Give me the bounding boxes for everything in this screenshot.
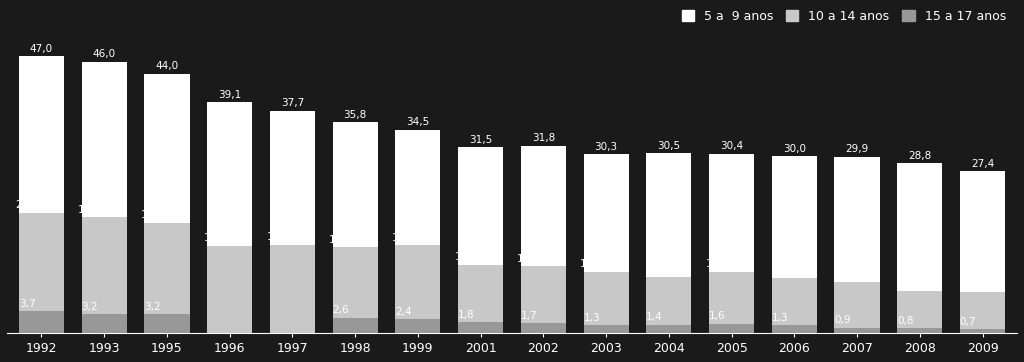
Text: 7,2: 7,2 xyxy=(897,278,913,288)
Bar xyxy=(835,328,880,333)
Bar xyxy=(897,163,942,333)
Text: 14,8: 14,8 xyxy=(204,233,227,243)
Text: 15,0: 15,0 xyxy=(266,232,290,242)
Text: 0,9: 0,9 xyxy=(835,315,851,325)
Bar xyxy=(395,319,440,333)
Text: 2,4: 2,4 xyxy=(395,307,412,316)
Bar xyxy=(82,218,127,333)
Text: 35,8: 35,8 xyxy=(343,110,367,119)
Text: 19,6: 19,6 xyxy=(78,205,101,215)
Text: 8,6: 8,6 xyxy=(835,270,851,280)
Text: 1,8: 1,8 xyxy=(458,310,474,320)
Bar xyxy=(959,172,1006,333)
Bar xyxy=(897,291,942,333)
Text: 10,4: 10,4 xyxy=(706,259,729,269)
Bar xyxy=(709,324,754,333)
Text: 47,0: 47,0 xyxy=(30,43,53,54)
Bar xyxy=(18,311,65,333)
Legend: 5 a  9 anos, 10 a 14 anos, 15 a 17 anos: 5 a 9 anos, 10 a 14 anos, 15 a 17 anos xyxy=(677,5,1011,28)
Text: 1,6: 1,6 xyxy=(709,311,725,321)
Text: 30,4: 30,4 xyxy=(720,142,743,151)
Text: 14,6: 14,6 xyxy=(329,235,352,245)
Text: 1,4: 1,4 xyxy=(646,312,663,323)
Bar xyxy=(772,156,817,333)
Text: 28,8: 28,8 xyxy=(908,151,932,161)
Bar xyxy=(897,328,942,333)
Bar xyxy=(270,245,315,333)
Bar xyxy=(207,102,252,333)
Bar xyxy=(584,154,629,333)
Text: 46,0: 46,0 xyxy=(92,50,116,59)
Bar xyxy=(144,223,189,333)
Bar xyxy=(333,247,378,333)
Bar xyxy=(646,277,691,333)
Bar xyxy=(207,246,252,333)
Bar xyxy=(835,282,880,333)
Bar xyxy=(646,153,691,333)
Text: 11,6: 11,6 xyxy=(455,252,478,262)
Text: 2,6: 2,6 xyxy=(333,305,349,315)
Text: 34,5: 34,5 xyxy=(407,117,429,127)
Bar xyxy=(395,245,440,333)
Bar xyxy=(458,265,503,333)
Bar xyxy=(144,314,189,333)
Bar xyxy=(458,147,503,333)
Bar xyxy=(709,154,754,333)
Bar xyxy=(521,146,566,333)
Text: 30,0: 30,0 xyxy=(782,144,806,154)
Bar xyxy=(959,292,1006,333)
Bar xyxy=(82,314,127,333)
Text: 31,5: 31,5 xyxy=(469,135,493,145)
Text: 9,5: 9,5 xyxy=(646,265,663,275)
Text: 20,4: 20,4 xyxy=(15,201,39,210)
Bar xyxy=(584,272,629,333)
Bar xyxy=(835,157,880,333)
Text: 18,7: 18,7 xyxy=(141,210,164,220)
Bar xyxy=(521,323,566,333)
Text: 3,7: 3,7 xyxy=(18,299,35,309)
Text: 30,3: 30,3 xyxy=(595,142,617,152)
Bar xyxy=(959,329,1006,333)
Text: 27,4: 27,4 xyxy=(971,159,994,169)
Bar xyxy=(521,266,566,333)
Text: 0,8: 0,8 xyxy=(897,316,913,326)
Text: 1,3: 1,3 xyxy=(771,313,788,323)
Text: 39,1: 39,1 xyxy=(218,90,242,100)
Text: 10,4: 10,4 xyxy=(580,259,603,269)
Text: 14,9: 14,9 xyxy=(392,233,415,243)
Bar xyxy=(270,111,315,333)
Bar xyxy=(458,323,503,333)
Text: 30,5: 30,5 xyxy=(657,141,680,151)
Text: 1,7: 1,7 xyxy=(520,311,538,321)
Text: 37,7: 37,7 xyxy=(281,98,304,108)
Bar xyxy=(82,62,127,333)
Bar xyxy=(772,278,817,333)
Text: 9,3: 9,3 xyxy=(771,266,788,276)
Text: 31,8: 31,8 xyxy=(531,133,555,143)
Text: 3,2: 3,2 xyxy=(82,302,98,312)
Text: 0,7: 0,7 xyxy=(959,316,976,327)
Text: 29,9: 29,9 xyxy=(846,144,868,154)
Bar xyxy=(144,73,189,333)
Bar xyxy=(646,325,691,333)
Text: 44,0: 44,0 xyxy=(156,61,178,71)
Text: 11,3: 11,3 xyxy=(517,254,541,264)
Bar xyxy=(395,130,440,333)
Bar xyxy=(709,272,754,333)
Bar xyxy=(18,213,65,333)
Text: 6,9: 6,9 xyxy=(959,280,977,290)
Text: 1,3: 1,3 xyxy=(584,313,600,323)
Bar xyxy=(18,56,65,333)
Bar xyxy=(772,325,817,333)
Text: 3,2: 3,2 xyxy=(144,302,161,312)
Bar xyxy=(333,318,378,333)
Bar xyxy=(333,122,378,333)
Bar xyxy=(584,325,629,333)
